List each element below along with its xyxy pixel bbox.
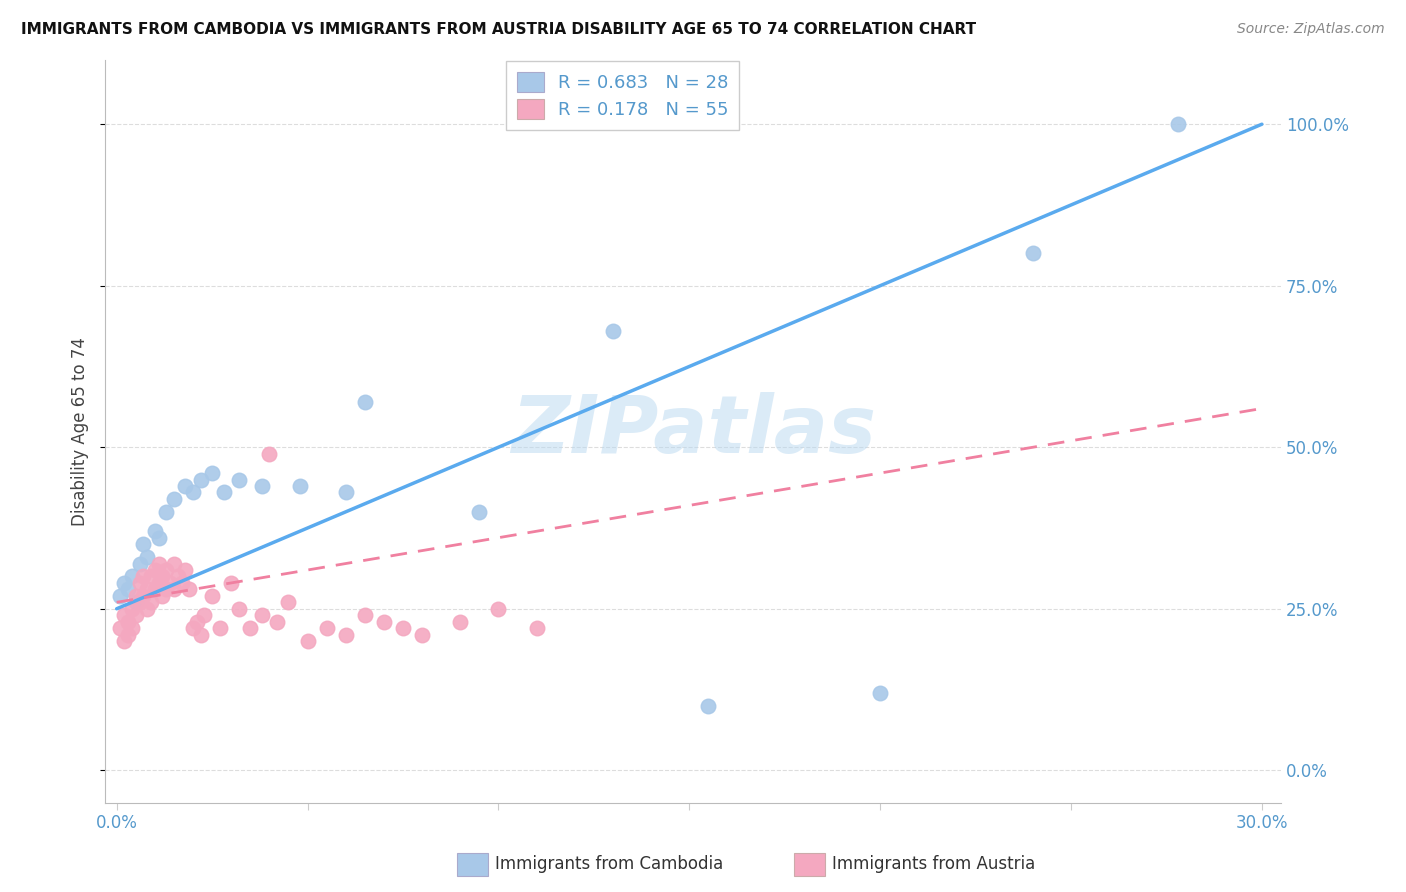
Point bbox=[250, 608, 273, 623]
Point bbox=[136, 582, 159, 597]
Point bbox=[132, 589, 155, 603]
Point bbox=[125, 608, 148, 623]
Point bbox=[163, 491, 186, 506]
Point bbox=[155, 563, 177, 577]
Point bbox=[170, 576, 193, 591]
Point bbox=[181, 485, 204, 500]
Point bbox=[1022, 246, 1045, 260]
Point bbox=[186, 615, 208, 629]
Point bbox=[117, 615, 139, 629]
Point bbox=[128, 576, 150, 591]
Text: Immigrants from Austria: Immigrants from Austria bbox=[832, 855, 1036, 873]
Point bbox=[449, 615, 471, 629]
Point bbox=[121, 621, 143, 635]
Point bbox=[219, 576, 242, 591]
Point bbox=[468, 505, 491, 519]
Point bbox=[121, 601, 143, 615]
Point bbox=[193, 608, 215, 623]
Point bbox=[288, 479, 311, 493]
Point bbox=[353, 395, 375, 409]
Point bbox=[869, 686, 891, 700]
Text: IMMIGRANTS FROM CAMBODIA VS IMMIGRANTS FROM AUSTRIA DISABILITY AGE 65 TO 74 CORR: IMMIGRANTS FROM CAMBODIA VS IMMIGRANTS F… bbox=[21, 22, 976, 37]
Point bbox=[143, 582, 166, 597]
Point bbox=[190, 627, 212, 641]
Point bbox=[152, 569, 174, 583]
Point bbox=[239, 621, 262, 635]
Point bbox=[132, 537, 155, 551]
Point bbox=[148, 531, 170, 545]
Point bbox=[112, 608, 135, 623]
Point bbox=[136, 601, 159, 615]
Point bbox=[163, 582, 186, 597]
Point bbox=[228, 601, 250, 615]
Point bbox=[208, 621, 231, 635]
Point bbox=[697, 698, 720, 713]
Point bbox=[128, 595, 150, 609]
Point bbox=[277, 595, 299, 609]
Point bbox=[148, 576, 170, 591]
Point bbox=[117, 627, 139, 641]
Point bbox=[266, 615, 288, 629]
Point bbox=[174, 563, 197, 577]
Point bbox=[201, 466, 224, 480]
Point bbox=[190, 473, 212, 487]
Point bbox=[1167, 117, 1189, 131]
Point bbox=[212, 485, 235, 500]
Point bbox=[315, 621, 337, 635]
Point bbox=[139, 569, 162, 583]
Point bbox=[179, 582, 201, 597]
Point bbox=[353, 608, 375, 623]
Point bbox=[392, 621, 415, 635]
Point bbox=[132, 569, 155, 583]
Point bbox=[112, 634, 135, 648]
Point bbox=[125, 595, 148, 609]
Y-axis label: Disability Age 65 to 74: Disability Age 65 to 74 bbox=[72, 336, 89, 525]
Point bbox=[335, 485, 357, 500]
Point bbox=[486, 601, 509, 615]
Point bbox=[526, 621, 548, 635]
Point bbox=[602, 324, 624, 338]
Text: ZIPatlas: ZIPatlas bbox=[510, 392, 876, 470]
Point bbox=[110, 589, 132, 603]
Point bbox=[143, 563, 166, 577]
Point bbox=[152, 589, 174, 603]
Point bbox=[155, 582, 177, 597]
Legend: R = 0.683   N = 28, R = 0.178   N = 55: R = 0.683 N = 28, R = 0.178 N = 55 bbox=[506, 62, 740, 130]
Point bbox=[166, 569, 188, 583]
Point bbox=[155, 505, 177, 519]
Point bbox=[148, 557, 170, 571]
Point bbox=[411, 627, 433, 641]
Point bbox=[201, 589, 224, 603]
Point bbox=[373, 615, 395, 629]
Text: Immigrants from Cambodia: Immigrants from Cambodia bbox=[495, 855, 723, 873]
Point bbox=[136, 550, 159, 565]
Point bbox=[121, 569, 143, 583]
Point bbox=[117, 582, 139, 597]
Text: Source: ZipAtlas.com: Source: ZipAtlas.com bbox=[1237, 22, 1385, 37]
Point bbox=[159, 576, 181, 591]
Point bbox=[163, 557, 186, 571]
Point bbox=[139, 595, 162, 609]
Point bbox=[143, 524, 166, 539]
Point bbox=[128, 557, 150, 571]
Point bbox=[181, 621, 204, 635]
Point bbox=[228, 473, 250, 487]
Point bbox=[297, 634, 319, 648]
Point bbox=[125, 589, 148, 603]
Point bbox=[259, 447, 281, 461]
Point bbox=[112, 576, 135, 591]
Point bbox=[174, 479, 197, 493]
Point bbox=[250, 479, 273, 493]
Point bbox=[110, 621, 132, 635]
Point bbox=[335, 627, 357, 641]
